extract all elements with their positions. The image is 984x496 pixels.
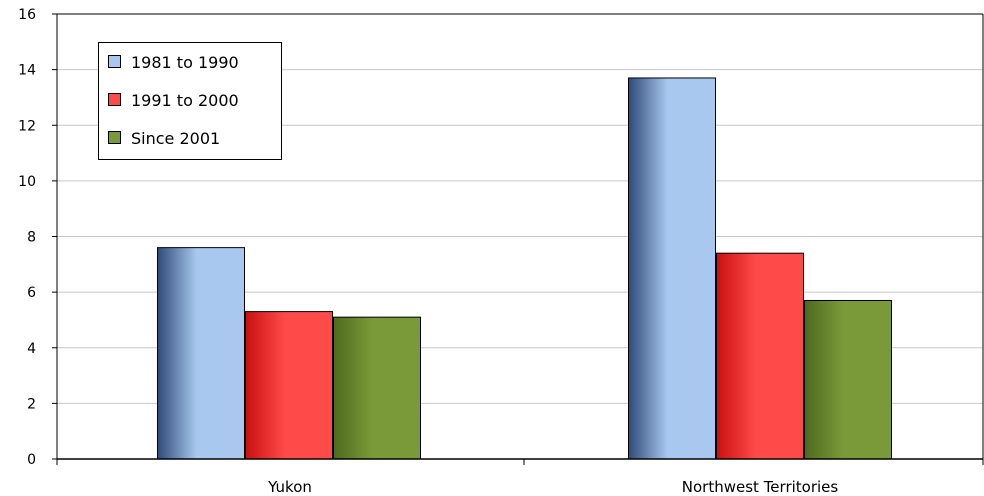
y-tick-label: 12 xyxy=(18,118,36,134)
y-tick-label: 14 xyxy=(18,63,36,79)
category-label: Yukon xyxy=(267,478,312,496)
bar xyxy=(804,299,892,460)
axes xyxy=(56,13,984,465)
y-tick-label: 2 xyxy=(27,396,36,412)
bar xyxy=(157,247,245,460)
legend-box xyxy=(98,42,282,160)
legend-label: 1991 to 2000 xyxy=(131,91,239,110)
y-axis-ticks: 0 2 4 6 8 10 12 14 16 xyxy=(18,7,57,468)
y-tick-label: 16 xyxy=(18,7,36,23)
bar xyxy=(333,316,421,460)
y-tick-label: 6 xyxy=(27,285,36,301)
legend-swatch xyxy=(108,131,121,144)
legend-swatch xyxy=(108,55,121,68)
legend-label: Since 2001 xyxy=(131,129,220,148)
legend: 1981 to 1990 1991 to 2000 Since 2001 xyxy=(98,42,282,160)
y-tick-label: 4 xyxy=(27,341,36,357)
bar xyxy=(716,252,804,460)
category-label: Northwest Territories xyxy=(682,478,839,496)
y-tick-label: 8 xyxy=(27,230,36,246)
bar xyxy=(245,311,333,460)
legend-swatch xyxy=(108,93,121,106)
legend-label: 1981 to 1990 xyxy=(131,53,239,72)
bars xyxy=(157,77,892,460)
bar xyxy=(628,77,716,460)
x-axis-categories: Yukon Northwest Territories xyxy=(267,478,838,496)
y-tick-label: 0 xyxy=(27,452,36,468)
y-tick-label: 10 xyxy=(18,174,36,190)
